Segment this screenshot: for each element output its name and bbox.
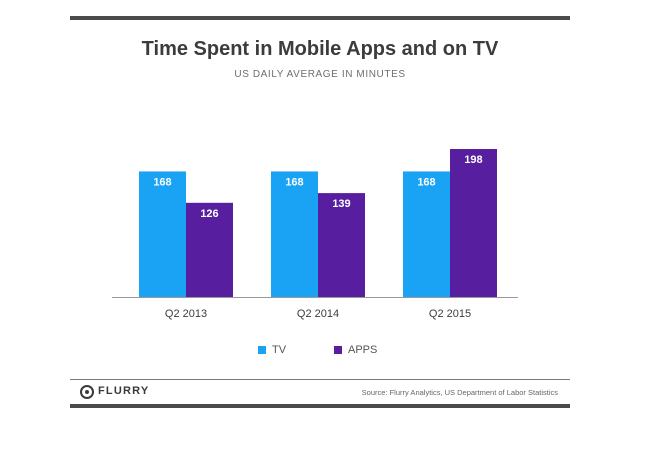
legend-label-apps: APPS <box>348 344 378 356</box>
bottom-rule <box>70 404 570 408</box>
bar-apps-3 <box>450 149 497 297</box>
data-label-apps-3: 198 <box>464 154 482 166</box>
bar-apps-1 <box>186 202 233 297</box>
bar-tv-2 <box>271 171 318 297</box>
legend-swatch-tv <box>258 346 266 355</box>
bar-apps-2 <box>318 193 365 297</box>
data-label-tv-3: 168 <box>417 176 435 188</box>
legend-item-apps: APPS <box>334 344 377 356</box>
legend-item-tv: TV <box>258 344 286 356</box>
data-label-apps-1: 126 <box>200 208 218 220</box>
chart-subtitle: US DAILY AVERAGE IN MINUTES <box>234 69 406 80</box>
data-label-tv-2: 168 <box>285 176 303 188</box>
source-note: Source: Flurry Analytics, US Department … <box>361 388 558 397</box>
x-tick-label-2: Q2 2014 <box>297 308 339 320</box>
flurry-logo-icon <box>80 385 94 399</box>
bar-tv-1 <box>139 171 186 297</box>
top-rule <box>70 16 570 20</box>
flurry-logo-text: FLURRY <box>98 385 150 397</box>
x-tick-label-3: Q2 2015 <box>429 308 471 320</box>
chart-title: Time Spent in Mobile Apps and on TV <box>141 38 499 60</box>
legend-label-tv: TV <box>272 344 287 356</box>
footer-divider <box>70 379 570 380</box>
x-tick-label-1: Q2 2013 <box>165 308 207 320</box>
bar-tv-3 <box>403 171 450 297</box>
legend-swatch-apps <box>334 346 342 355</box>
data-label-apps-2: 139 <box>332 198 350 210</box>
data-label-tv-1: 168 <box>153 176 171 188</box>
